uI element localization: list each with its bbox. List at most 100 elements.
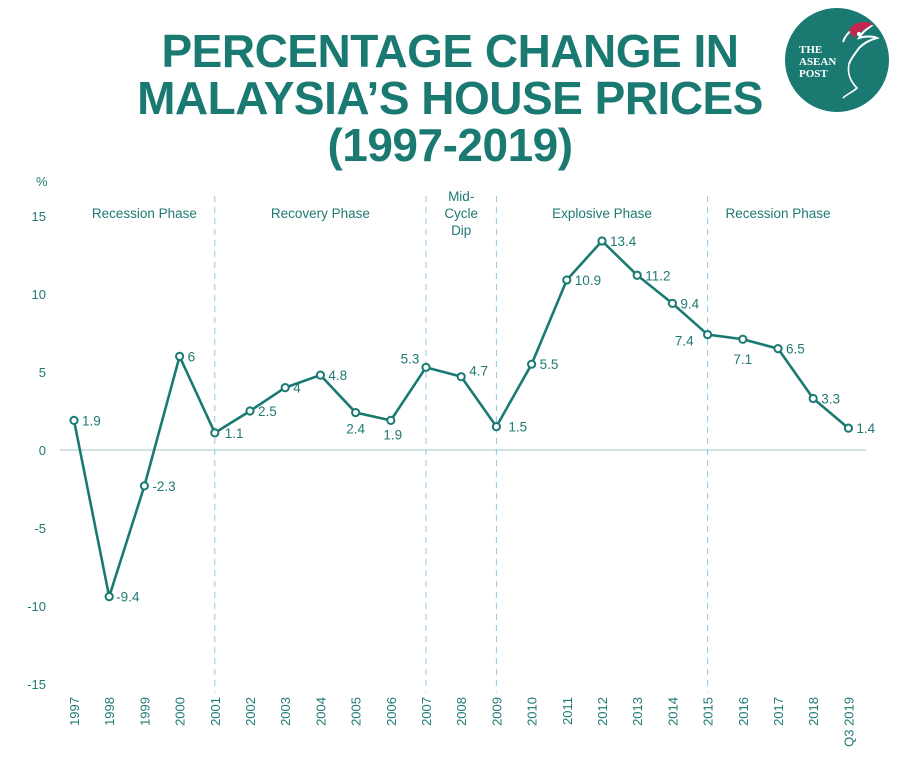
data-point (386, 415, 396, 425)
data-label: -2.3 (152, 479, 175, 494)
y-tick-label: 0 (39, 443, 46, 458)
data-point (210, 428, 220, 438)
data-label: 6.5 (786, 342, 805, 357)
x-tick-label: 2003 (278, 697, 293, 726)
data-label: 4.7 (469, 364, 488, 379)
x-tick-label: 2018 (806, 697, 821, 726)
title-line-2: MALAYSIA’S HOUSE PRICES (137, 72, 763, 124)
x-axis-ticks: 1997 1998 1999 2000 2001 2002 2003 2004 2005 2006… (67, 697, 856, 747)
phase-label: Recession Phase (725, 206, 830, 221)
y-tick-label: -15 (27, 677, 46, 692)
data-point (491, 422, 501, 432)
logo-text: THE ASEAN POST (799, 44, 859, 80)
data-label: 3.3 (821, 392, 840, 407)
data-label: 2.5 (258, 404, 277, 419)
data-point (632, 270, 642, 280)
data-point (139, 481, 149, 491)
y-tick-label: -5 (34, 521, 46, 536)
data-point (245, 406, 255, 416)
data-point (69, 415, 79, 425)
data-point (703, 329, 713, 340)
data-label: 4 (293, 381, 301, 396)
data-label: 4.8 (328, 368, 347, 383)
x-tick-label: 2000 (173, 697, 188, 726)
phase-label-line: Cycle (444, 206, 478, 221)
data-label: 10.9 (575, 273, 601, 288)
x-tick-label: 2005 (349, 697, 364, 726)
y-axis-unit-label: % (36, 174, 48, 189)
x-tick-label: 2016 (736, 697, 751, 726)
hummingbird-icon (842, 22, 880, 99)
data-label: 9.4 (680, 296, 699, 311)
phase-label-line: Dip (451, 223, 471, 238)
data-label: 13.4 (610, 234, 637, 249)
x-tick-label: 2008 (454, 697, 469, 726)
logo-line-2: ASEAN (799, 56, 837, 68)
data-label: 5.3 (401, 351, 420, 366)
data-point (773, 344, 783, 354)
data-label: 7.4 (675, 334, 694, 349)
x-tick-label: 2012 (595, 697, 610, 726)
x-tick-label: 1999 (137, 697, 152, 726)
y-tick-label: -10 (27, 599, 46, 614)
data-point (456, 372, 466, 382)
x-tick-label: 2007 (419, 697, 434, 726)
y-axis-ticks: % 15 10 5 0 -5 -10 -15 (27, 174, 48, 692)
data-point (562, 275, 572, 285)
data-label: 1.1 (225, 426, 244, 441)
the-asean-post-logo: THE ASEAN POST (785, 8, 889, 112)
data-point (808, 393, 818, 404)
phase-label: Mid- Cycle Dip (444, 189, 478, 238)
phase-annotations: Recession Phase Recovery Phase Mid- Cycle Di… (92, 189, 831, 692)
data-label: 1.9 (82, 413, 101, 428)
data-point (597, 236, 607, 246)
logo-line-1: THE (799, 44, 823, 56)
data-label: 6 (188, 349, 196, 364)
x-tick-label: 2010 (525, 697, 540, 726)
data-points (69, 236, 854, 602)
data-point (315, 370, 325, 380)
x-tick-label: 2001 (208, 697, 223, 726)
data-label: 2.4 (346, 422, 365, 437)
phase-label: Recovery Phase (271, 206, 370, 221)
x-tick-label: 2015 (701, 697, 716, 726)
x-tick-label: 2002 (243, 697, 258, 726)
x-tick-label: 2009 (489, 697, 504, 726)
x-tick-label: 1997 (67, 697, 82, 726)
data-point (104, 592, 114, 602)
series-line (72, 239, 850, 598)
data-point (421, 362, 431, 372)
x-tick-label: 2013 (630, 697, 645, 726)
data-label: 5.5 (540, 357, 559, 372)
data-label: -9.4 (116, 590, 140, 605)
data-label: 1.4 (856, 421, 875, 436)
data-point (667, 298, 678, 308)
data-point (738, 334, 748, 344)
title-line-1: PERCENTAGE CHANGE IN (161, 25, 739, 77)
x-tick-label: 2011 (560, 697, 575, 725)
data-label: 1.5 (508, 420, 527, 435)
data-labels: 1.9 -9.4 -2.3 6 1.1 2.5 4 4.8 2.4 1.9 5.3 4.7 1.5 5.5… (82, 234, 876, 605)
x-tick-label: 1998 (102, 697, 117, 726)
y-tick-label: 15 (32, 209, 46, 224)
data-point (527, 359, 537, 369)
y-tick-label: 5 (39, 365, 46, 380)
data-label: 7.1 (733, 352, 752, 367)
x-tick-label: 2017 (771, 697, 786, 726)
data-point (280, 383, 290, 393)
data-point (843, 423, 854, 433)
data-point (175, 351, 185, 361)
x-tick-label: 2004 (313, 697, 328, 726)
x-tick-label: 2014 (665, 697, 680, 726)
title-line-3: (1997-2019) (327, 119, 573, 171)
y-tick-label: 10 (32, 287, 46, 302)
chart-title: PERCENTAGE CHANGE IN MALAYSIA’S HOUSE PR… (0, 28, 900, 169)
x-tick-label: 2006 (384, 697, 399, 726)
series-line-group (72, 239, 850, 598)
data-label: 1.9 (383, 427, 402, 442)
x-tick-label: Q3 2019 (841, 697, 856, 747)
phase-label: Explosive Phase (552, 206, 652, 221)
data-point (351, 407, 361, 418)
phase-label: Recession Phase (92, 206, 197, 221)
